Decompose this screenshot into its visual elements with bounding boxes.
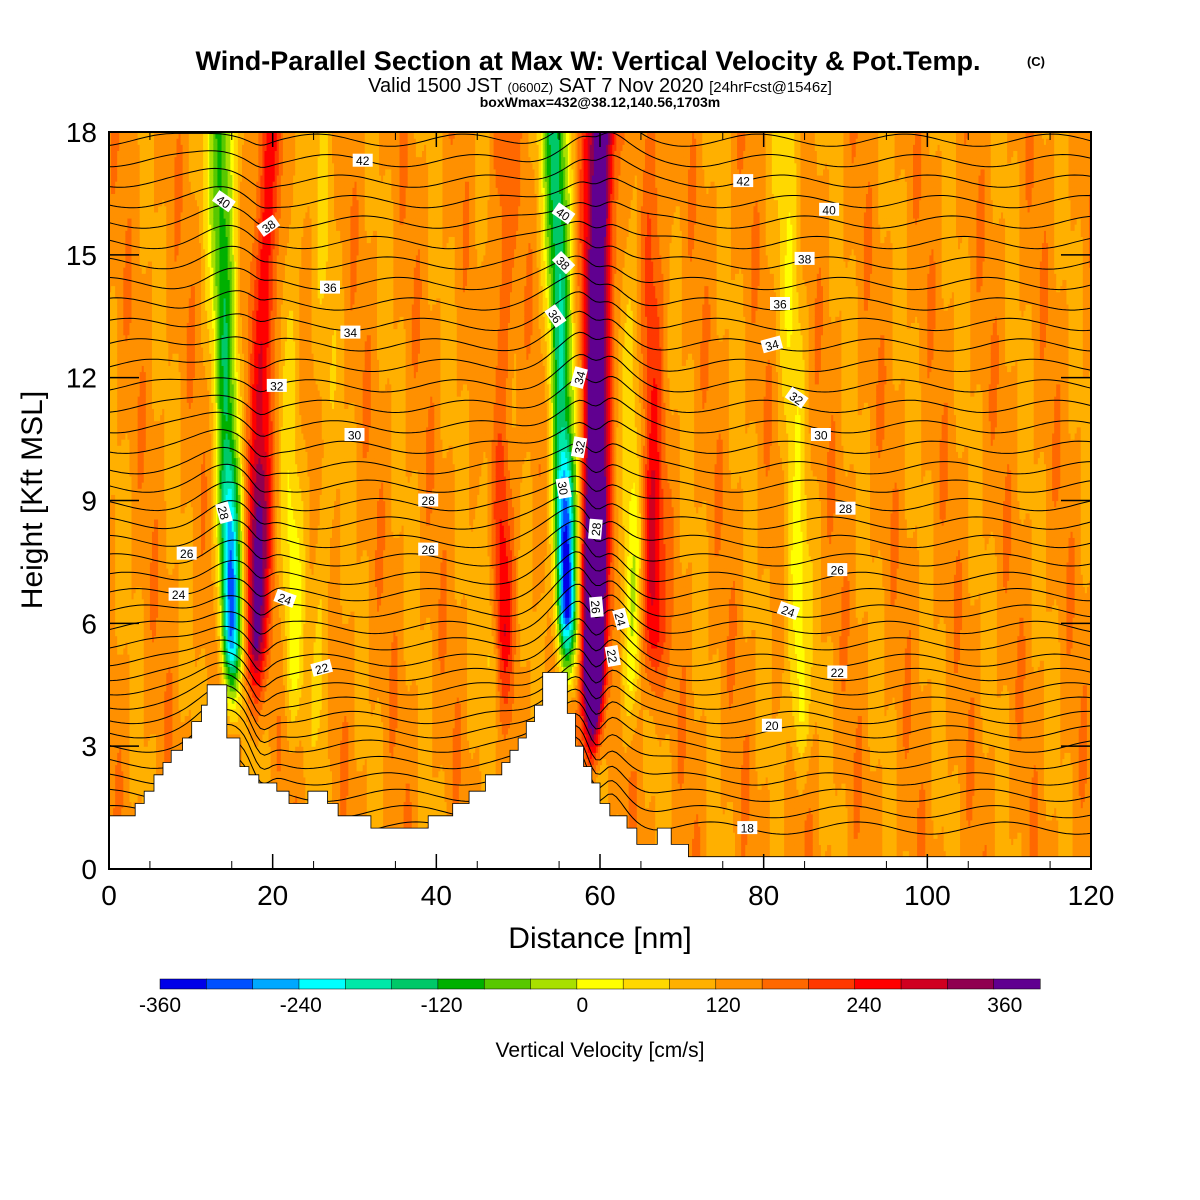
contour-label-text: 32 (270, 379, 284, 393)
contour-label-text: 36 (323, 281, 337, 295)
contour-label-text: 36 (773, 298, 787, 312)
colorbar-swatch (253, 979, 300, 989)
contour-label: 28 (836, 502, 856, 517)
contour-label: 32 (267, 379, 287, 394)
y-tick-label: 3 (81, 731, 97, 762)
contour-label-text: 28 (589, 522, 604, 537)
x-tick-label: 60 (584, 880, 615, 911)
contour-label-text: 28 (839, 502, 853, 516)
contour-label: 34 (340, 326, 360, 341)
colorbar-swatch (299, 979, 346, 989)
contour-label-text: 34 (344, 326, 358, 340)
contour-label-text: 20 (765, 719, 779, 733)
y-tick-label: 18 (66, 117, 97, 148)
colorbar-label: Vertical Velocity [cm/s] (496, 1039, 705, 1062)
colorbar-swatch (716, 979, 763, 989)
contour-label-text: 22 (831, 666, 845, 680)
colorbar-swatch (531, 979, 578, 989)
copyright-mark: (C) (1027, 54, 1045, 69)
contour-label-text: 30 (814, 429, 828, 443)
colorbar-swatch (855, 979, 902, 989)
contour-label: 40 (819, 203, 839, 218)
contour-label-text: 26 (831, 564, 845, 578)
contour-label: 24 (169, 588, 189, 603)
contour-label-text: 22 (604, 648, 620, 664)
y-axis-label: Height [Kft MSL] (16, 391, 49, 609)
y-tick-label: 0 (81, 854, 97, 885)
colorbar-tick-label: -120 (421, 994, 463, 1017)
contour-label: 20 (762, 719, 782, 734)
x-tick-label: 40 (421, 880, 452, 911)
contour-label-text: 40 (822, 203, 836, 217)
chart-title: Wind-Parallel Section at Max W: Vertical… (196, 46, 981, 76)
colorbar-tick-label: -360 (139, 994, 181, 1017)
colorbar-tick-label: 360 (987, 994, 1022, 1017)
contour-label-text: 28 (422, 494, 436, 508)
contour-label: 26 (418, 543, 438, 558)
x-axis-label: Distance [nm] (508, 922, 691, 955)
colorbar-swatch (901, 979, 948, 989)
contour-label: 38 (795, 252, 815, 267)
colorbar-swatch (762, 979, 809, 989)
contour-label: 22 (827, 666, 847, 681)
contour-label: 28 (418, 494, 438, 509)
y-tick-label: 6 (81, 608, 97, 639)
colorbar-swatch (160, 979, 207, 989)
contour-label: 26 (827, 563, 847, 578)
colorbar-swatch (577, 979, 624, 989)
contour-label: 28 (588, 519, 604, 540)
contour-label-text: 42 (356, 154, 370, 168)
contour-label-text: 32 (572, 439, 588, 455)
contour-label: 36 (320, 281, 340, 296)
contour-label-text: 26 (588, 600, 603, 615)
colorbar-swatch (206, 979, 253, 989)
contour-label: 18 (737, 821, 757, 836)
valid-utc: (0600Z) (508, 80, 554, 95)
contour-label-text: 18 (741, 822, 755, 836)
contour-label-text: 26 (180, 547, 194, 561)
colorbar-swatch (345, 979, 392, 989)
x-tick-label: 20 (257, 880, 288, 911)
y-tick-label: 15 (66, 240, 97, 271)
colorbar: -360 -240 -120 0 120 240 360 (139, 979, 1040, 1017)
contour-label-text: 24 (172, 588, 186, 602)
x-tick-label: 100 (904, 880, 951, 911)
box-info: boxWmax=432@38.12,140.56,1703m (480, 94, 721, 110)
contour-label: 26 (177, 547, 197, 562)
colorbar-tick-label: 120 (706, 994, 741, 1017)
contour-label-text: 30 (348, 429, 362, 443)
colorbar-tick-label: 240 (846, 994, 881, 1017)
colorbar-swatch (623, 979, 670, 989)
y-tick-label: 9 (81, 486, 97, 517)
colorbar-swatch (947, 979, 994, 989)
contour-label: 42 (353, 154, 373, 169)
contour-label: 42 (733, 174, 753, 189)
colorbar-swatch (438, 979, 485, 989)
x-tick-label: 80 (748, 880, 779, 911)
x-tick-label: 120 (1068, 880, 1115, 911)
colorbar-tick-label: -240 (280, 994, 322, 1017)
colorbar-swatch (994, 979, 1041, 989)
contour-label: 36 (770, 297, 790, 312)
cross-section-chart: Wind-Parallel Section at Max W: Vertical… (0, 0, 1200, 1200)
y-tick-label: 12 (66, 363, 97, 394)
colorbar-swatch (669, 979, 716, 989)
forecast-info: [24hrFcst@1546z] (709, 79, 832, 96)
colorbar-tick-label: 0 (577, 994, 589, 1017)
colorbar-swatch (808, 979, 855, 989)
contour-label: 30 (345, 428, 365, 443)
colorbar-swatch (484, 979, 531, 989)
contour-label: 30 (811, 428, 831, 443)
contour-label-text: 30 (555, 480, 571, 496)
contour-label-text: 42 (737, 175, 751, 189)
x-tick-label: 0 (101, 880, 117, 911)
contour-label-text: 26 (422, 543, 436, 557)
contour-label-text: 38 (798, 252, 812, 266)
colorbar-swatch (392, 979, 439, 989)
